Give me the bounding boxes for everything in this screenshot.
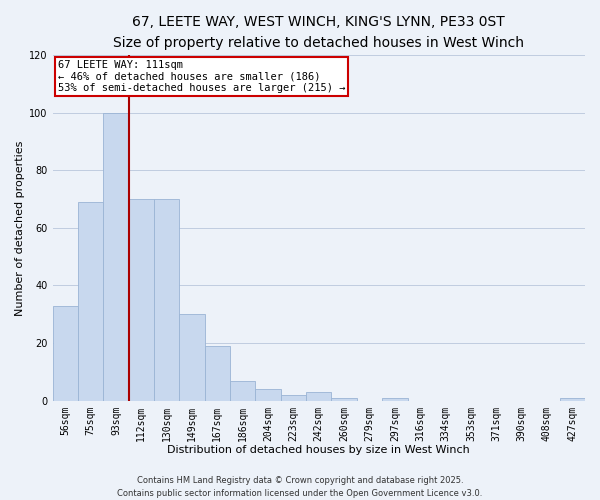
Bar bbox=[230, 380, 256, 400]
Bar bbox=[53, 306, 78, 400]
Bar bbox=[256, 389, 281, 400]
Bar bbox=[331, 398, 357, 400]
X-axis label: Distribution of detached houses by size in West Winch: Distribution of detached houses by size … bbox=[167, 445, 470, 455]
Text: Contains HM Land Registry data © Crown copyright and database right 2025.
Contai: Contains HM Land Registry data © Crown c… bbox=[118, 476, 482, 498]
Bar bbox=[154, 199, 179, 400]
Bar bbox=[382, 398, 407, 400]
Bar bbox=[306, 392, 331, 400]
Bar bbox=[103, 112, 128, 401]
Bar bbox=[78, 202, 103, 400]
Bar bbox=[179, 314, 205, 400]
Bar bbox=[281, 395, 306, 400]
Title: 67, LEETE WAY, WEST WINCH, KING'S LYNN, PE33 0ST
Size of property relative to de: 67, LEETE WAY, WEST WINCH, KING'S LYNN, … bbox=[113, 15, 524, 50]
Bar bbox=[205, 346, 230, 401]
Y-axis label: Number of detached properties: Number of detached properties bbox=[15, 140, 25, 316]
Text: 67 LEETE WAY: 111sqm
← 46% of detached houses are smaller (186)
53% of semi-deta: 67 LEETE WAY: 111sqm ← 46% of detached h… bbox=[58, 60, 346, 94]
Bar bbox=[560, 398, 585, 400]
Bar bbox=[128, 199, 154, 400]
